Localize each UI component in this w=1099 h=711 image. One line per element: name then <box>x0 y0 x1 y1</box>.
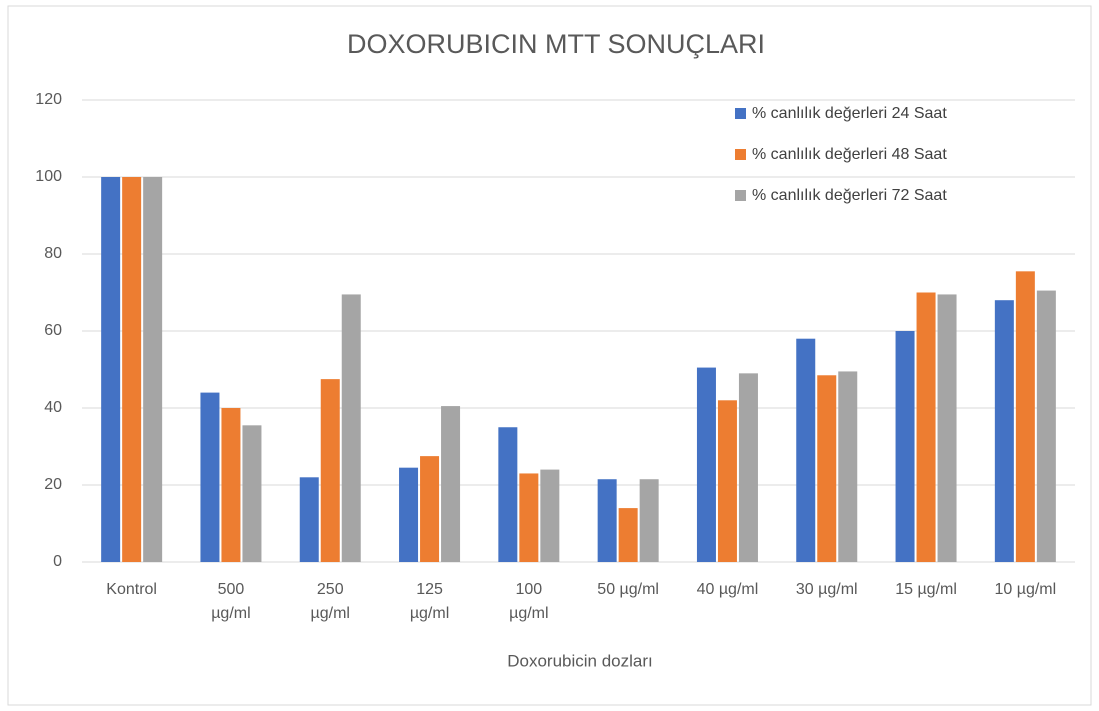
bar <box>916 292 936 562</box>
bar <box>200 392 220 562</box>
bar <box>399 467 419 562</box>
bar <box>618 508 638 562</box>
y-tick-label: 40 <box>44 399 62 416</box>
bar <box>1036 290 1056 562</box>
x-axis-title: Doxorubicin dozları <box>507 651 653 670</box>
bar <box>540 469 560 562</box>
bar <box>143 177 163 562</box>
x-tick-label: 125 µg/ml <box>409 581 450 622</box>
y-tick-label: 120 <box>35 91 62 108</box>
y-tick-label: 80 <box>44 245 62 262</box>
x-tick-label: 250 µg/ml <box>310 581 350 622</box>
bar <box>838 371 858 562</box>
legend-swatch <box>735 190 746 201</box>
x-tick-label: 30 µg/ml <box>795 581 858 598</box>
bar <box>420 456 440 562</box>
bar <box>597 479 617 562</box>
legend-label: % canlılık değerleri 72 Saat <box>752 187 947 204</box>
bar <box>441 406 461 562</box>
bar <box>994 300 1014 562</box>
bar <box>895 331 915 562</box>
bar <box>101 177 121 562</box>
legend-label: % canlılık değerleri 24 Saat <box>752 105 947 122</box>
y-tick-label: 0 <box>53 553 62 570</box>
bar <box>796 338 816 562</box>
bar <box>1015 271 1035 562</box>
x-tick-label: 500 µg/ml <box>211 581 251 622</box>
bar <box>242 425 262 562</box>
x-tick-label: 10 µg/ml <box>994 581 1057 598</box>
bar <box>937 294 957 562</box>
x-tick-label: 15 µg/ml <box>895 581 957 598</box>
bar <box>639 479 659 562</box>
bar <box>519 473 539 562</box>
bar <box>817 375 837 562</box>
x-tick-label: 40 µg/ml <box>696 581 759 598</box>
y-tick-label: 20 <box>44 476 62 493</box>
y-tick-label: 100 <box>35 168 62 185</box>
bar <box>299 477 319 562</box>
legend-swatch <box>735 108 746 119</box>
y-tick-label: 60 <box>44 322 62 339</box>
x-tick-label: 100 µg/ml <box>509 581 549 622</box>
chart-title: DOXORUBICIN MTT SONUÇLARI <box>347 29 765 59</box>
bar <box>320 379 340 562</box>
bar <box>717 400 737 562</box>
legend-swatch <box>735 149 746 160</box>
bar <box>738 373 758 562</box>
legend-label: % canlılık değerleri 48 Saat <box>752 146 947 163</box>
bar <box>498 427 518 562</box>
bar <box>221 408 241 562</box>
x-tick-label: Kontrol <box>106 581 157 598</box>
bar <box>122 177 142 562</box>
x-tick-label: 50 µg/ml <box>597 581 659 598</box>
bar <box>696 367 716 562</box>
bar <box>341 294 361 562</box>
